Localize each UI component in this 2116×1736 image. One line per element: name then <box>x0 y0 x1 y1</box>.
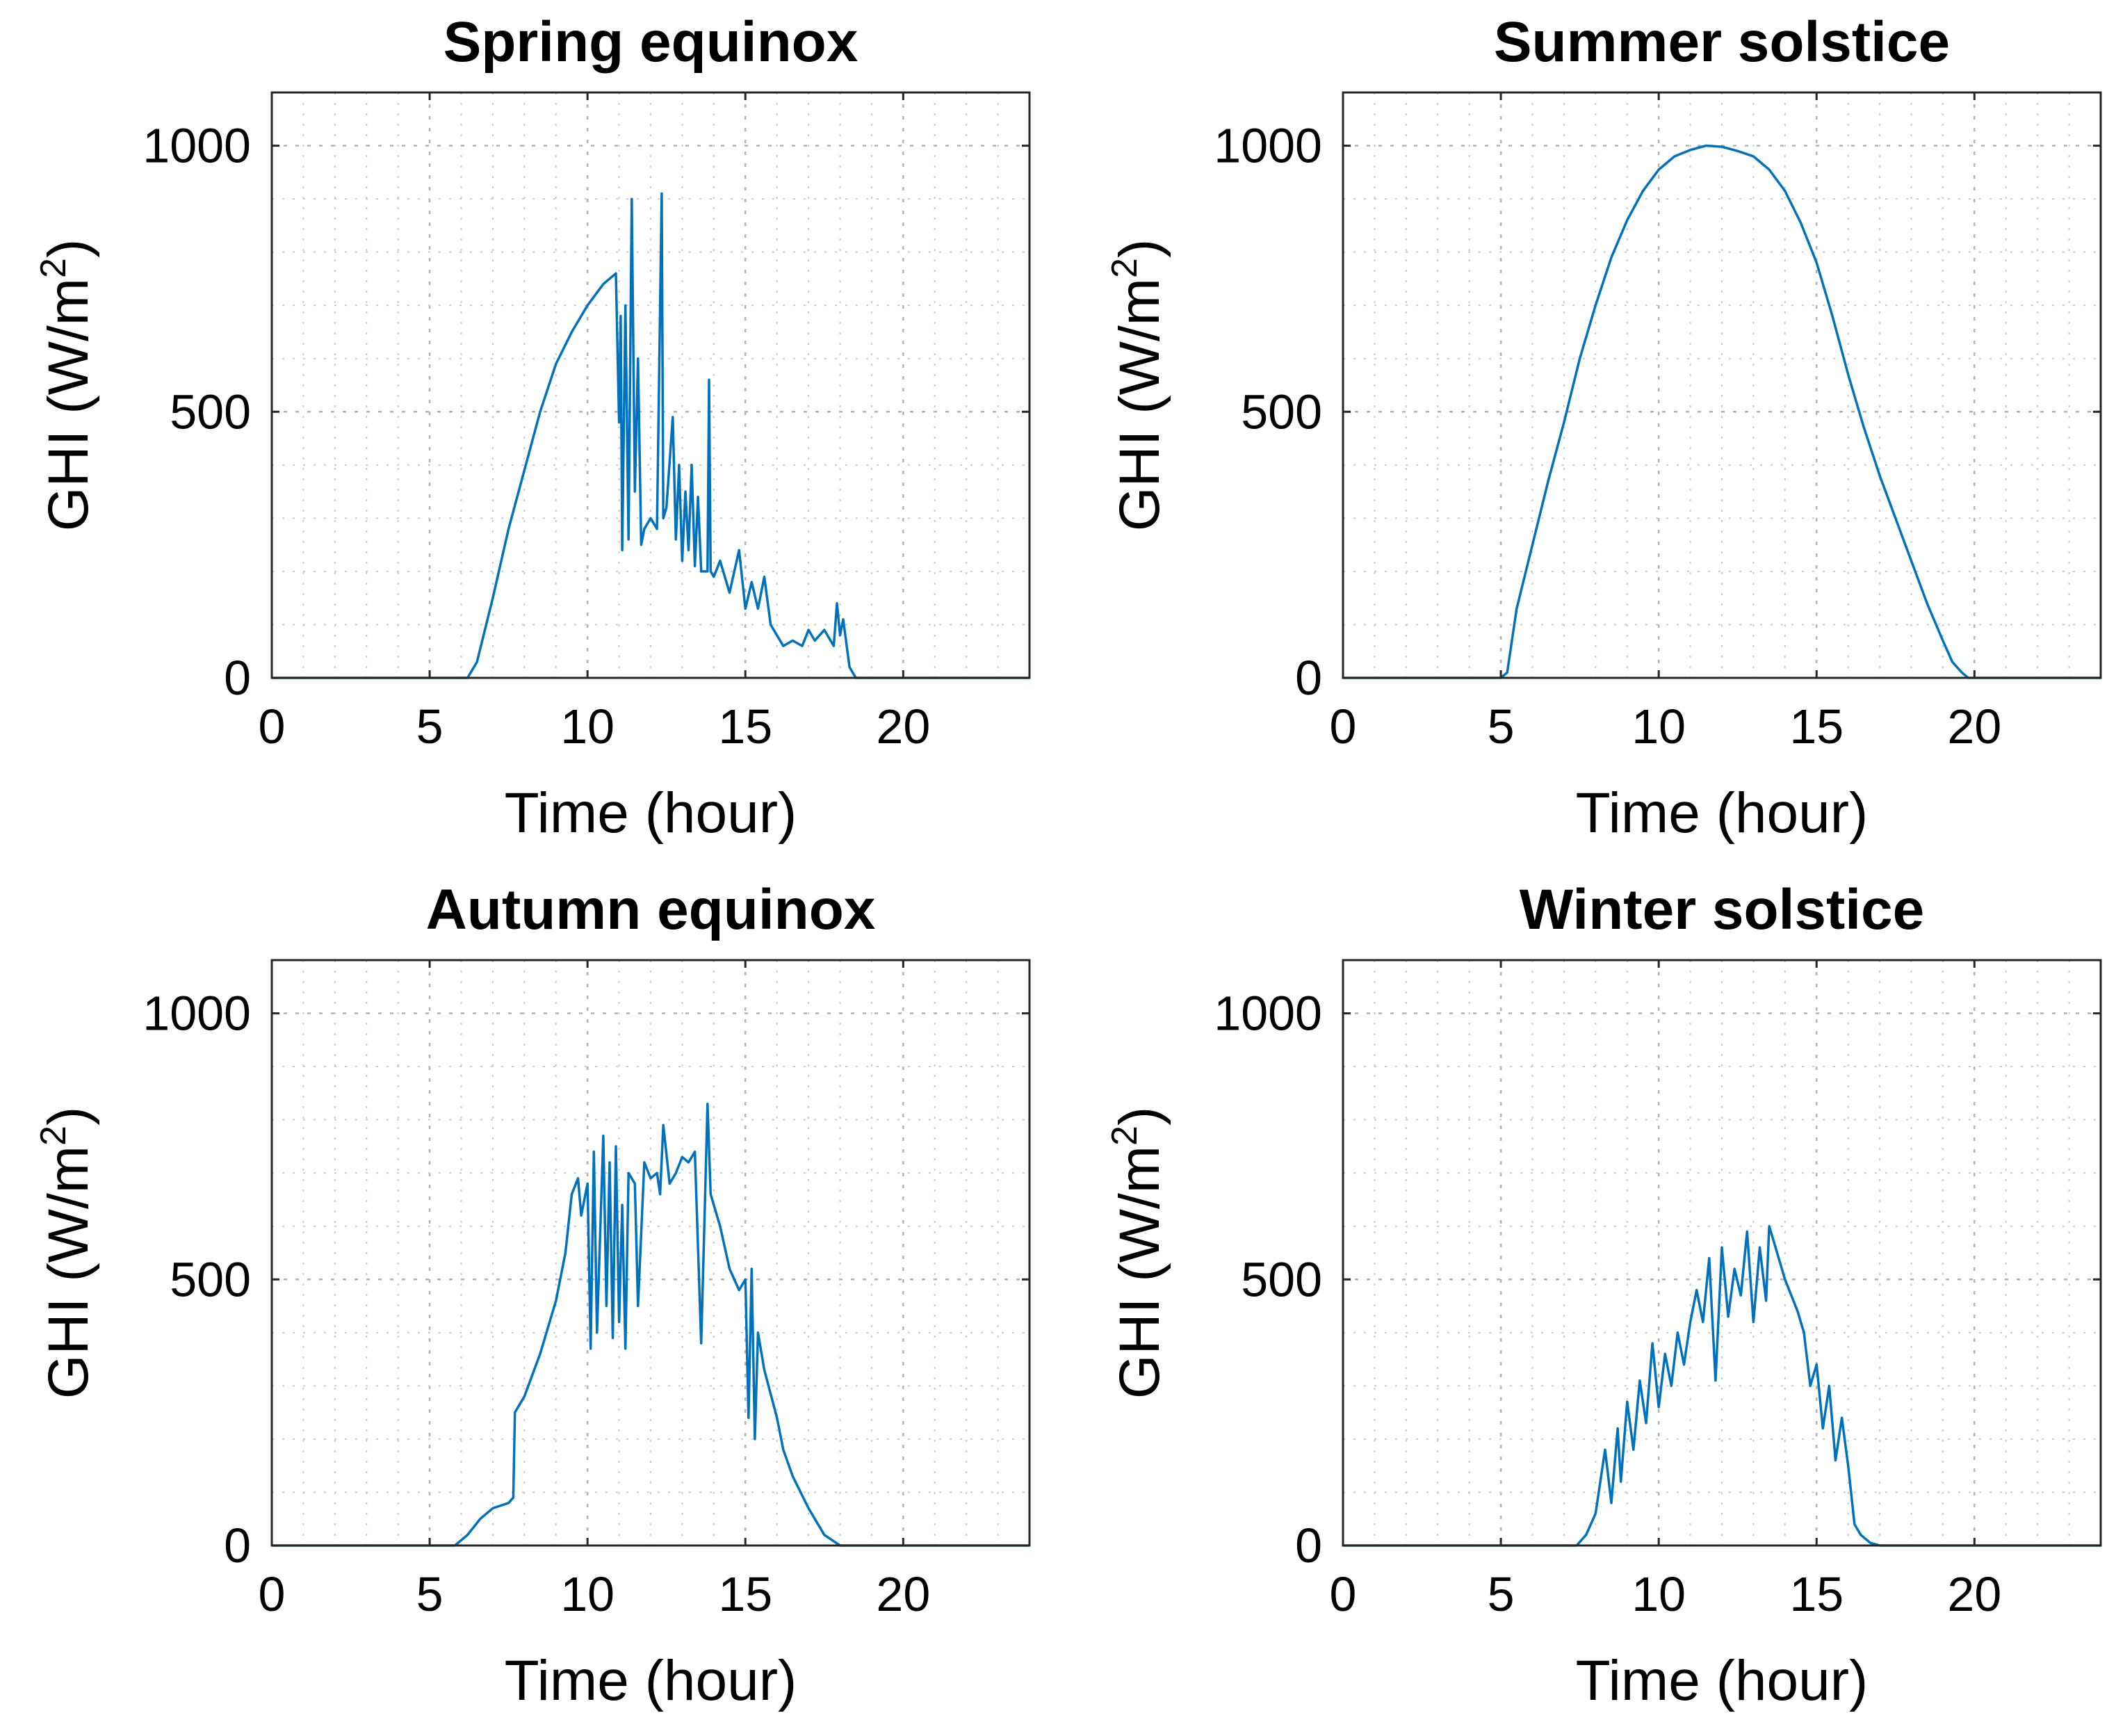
panel-autumn-equinox: 0 5 10 15 20 0 500 1000 Autumn equinox Time (hour… <box>33 878 1031 1712</box>
grid <box>1343 960 2101 1546</box>
axes-box <box>1342 959 2102 1547</box>
x-tick-label: 5 <box>416 1567 443 1621</box>
ghi-series-line <box>1343 144 2101 679</box>
y-axis-label: GHI (W/m2) <box>33 1107 100 1400</box>
y-axis-label-superscript: 2 <box>33 1126 74 1146</box>
panel-winter-solstice: 0 5 10 15 20 0 500 1000 Winter solstice Time (hou… <box>1105 878 2102 1712</box>
y-axis-label-main: GHI (W/m <box>37 1146 100 1399</box>
y-axis-label-close: ) <box>1108 239 1171 258</box>
y-axis-label-main: GHI (W/m <box>1108 278 1171 531</box>
x-tick-label: 10 <box>1631 699 1686 754</box>
x-tick-label: 0 <box>259 699 286 754</box>
y-axis-label: GHI (W/m2) <box>33 239 100 532</box>
x-tick-label: 0 <box>1330 699 1357 754</box>
x-tick-label: 20 <box>876 699 930 754</box>
y-tick-label: 1000 <box>143 119 251 173</box>
y-tick-label: 1000 <box>143 987 251 1041</box>
y-axis-label: GHI (W/m2) <box>1105 239 1171 532</box>
chart-title: Winter solstice <box>1520 878 1925 941</box>
x-tick-label: 5 <box>1488 699 1515 754</box>
x-axis-label: Time (hour) <box>505 781 797 845</box>
x-tick-label: 20 <box>1947 1567 2001 1621</box>
axes-box <box>270 91 1031 679</box>
y-axis-label-close: ) <box>37 239 100 258</box>
y-tick-label: 0 <box>1295 651 1322 705</box>
y-tick-label: 0 <box>224 1518 251 1573</box>
x-tick-label: 15 <box>1789 1567 1844 1621</box>
x-axis-label: Time (hour) <box>505 1649 797 1712</box>
ghi-series-line <box>272 192 1029 679</box>
y-axis-label-close: ) <box>1108 1107 1171 1126</box>
panel-summer-solstice: 0 5 10 15 20 0 500 1000 Summer solstice Time (hou… <box>1105 10 2102 845</box>
y-tick-label: 500 <box>1241 1252 1322 1306</box>
x-axis-label: Time (hour) <box>1576 1649 1869 1712</box>
ghi-series-line <box>1343 1224 2101 1547</box>
grid <box>272 960 1029 1546</box>
grid <box>272 92 1029 678</box>
grid <box>1343 92 2101 678</box>
y-axis-label-superscript: 2 <box>33 258 74 278</box>
y-axis-label-superscript: 2 <box>1105 1126 1145 1146</box>
y-tick-label: 1000 <box>1214 987 1322 1041</box>
x-tick-label: 10 <box>560 1567 615 1621</box>
panel-spring-equinox: 0 5 10 15 20 0 500 1000 Spring equinox Time (hour… <box>33 10 1031 845</box>
x-tick-label: 10 <box>1631 1567 1686 1621</box>
y-axis-label-main: GHI (W/m <box>1108 1146 1171 1399</box>
x-tick-label: 5 <box>416 699 443 754</box>
y-axis-label-close: ) <box>37 1107 100 1126</box>
y-axis-label-superscript: 2 <box>1105 258 1145 278</box>
x-tick-label: 15 <box>1789 699 1844 754</box>
y-tick-label: 500 <box>170 1252 251 1306</box>
x-axis-label: Time (hour) <box>1576 781 1869 845</box>
x-tick-label: 20 <box>1947 699 2001 754</box>
y-tick-label: 500 <box>1241 384 1322 439</box>
x-tick-label: 15 <box>718 1567 772 1621</box>
x-tick-label: 0 <box>1330 1567 1357 1621</box>
x-tick-label: 5 <box>1488 1567 1515 1621</box>
y-axis-label-main: GHI (W/m <box>37 278 100 531</box>
x-tick-label: 20 <box>876 1567 930 1621</box>
y-axis-label: GHI (W/m2) <box>1105 1107 1171 1400</box>
chart-title: Autumn equinox <box>426 878 876 941</box>
axes-box <box>1342 91 2102 679</box>
chart-title: Summer solstice <box>1494 10 1950 74</box>
y-tick-label: 500 <box>170 384 251 439</box>
ghi-series-line <box>272 1102 1029 1547</box>
x-tick-label: 15 <box>718 699 772 754</box>
y-tick-label: 0 <box>224 651 251 705</box>
y-tick-label: 0 <box>1295 1518 1322 1573</box>
y-tick-label: 1000 <box>1214 119 1322 173</box>
x-tick-label: 10 <box>560 699 615 754</box>
axes-box <box>270 959 1031 1547</box>
chart-title: Spring equinox <box>443 10 858 74</box>
x-tick-label: 0 <box>259 1567 286 1621</box>
